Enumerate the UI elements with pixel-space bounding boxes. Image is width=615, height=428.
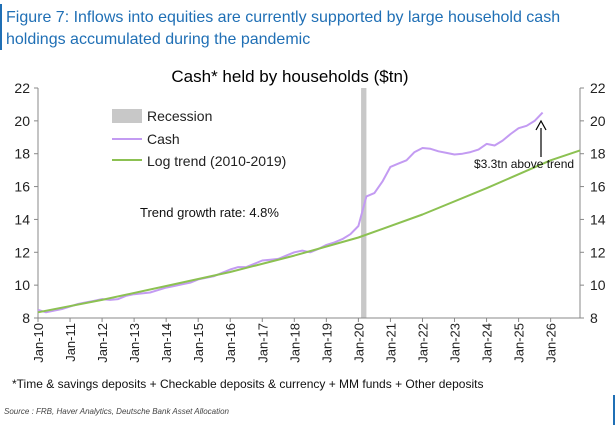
x-tick-label: Jan-10 <box>31 323 46 363</box>
x-tick-label: Jan-20 <box>351 323 366 363</box>
y-tick-label-left: 18 <box>14 146 30 162</box>
y-tick-label-right: 16 <box>590 179 606 195</box>
x-tick-label: Jan-21 <box>383 323 398 363</box>
y-tick-label-left: 16 <box>14 179 30 195</box>
x-tick-label: Jan-26 <box>544 323 559 363</box>
x-tick-label: Jan-11 <box>63 323 78 362</box>
y-tick-label-right: 10 <box>590 277 606 293</box>
y-tick-label-right: 20 <box>590 113 606 129</box>
y-tick-label-left: 8 <box>22 310 30 326</box>
chart-footnote: *Time & savings deposits + Checkable dep… <box>12 377 484 391</box>
x-tick-label: Jan-14 <box>159 323 174 363</box>
above-trend-arrowhead <box>535 119 547 131</box>
x-tick-label: Jan-25 <box>512 323 527 363</box>
y-tick-label-left: 14 <box>14 211 30 227</box>
trend-growth-annotation: Trend growth rate: 4.8% <box>140 205 279 220</box>
y-tick-label-left: 22 <box>14 80 30 96</box>
legend-recession-label: Recession <box>147 108 212 124</box>
legend-recession-swatch <box>112 109 142 123</box>
title-accent-rule <box>0 4 2 50</box>
y-tick-label-left: 12 <box>14 244 30 260</box>
cash-series-line <box>37 111 544 314</box>
chart-title: Cash* held by households ($tn) <box>171 67 408 86</box>
x-tick-label: Jan-24 <box>480 323 495 363</box>
figure-title: Figure 7: Inflows into equities are curr… <box>6 9 561 48</box>
x-tick-label: Jan-13 <box>127 323 142 363</box>
above-trend-annotation: $3.3tn above trend <box>474 157 574 171</box>
x-tick-label: Jan-12 <box>95 323 110 363</box>
source-accent-rule <box>613 395 615 425</box>
y-tick-label-right: 22 <box>590 80 606 96</box>
x-tick-label: Jan-18 <box>287 323 302 363</box>
x-tick-label: Jan-17 <box>255 323 270 363</box>
x-tick-label: Jan-23 <box>448 323 463 363</box>
legend-trend-label: Log trend (2010-2019) <box>147 153 286 169</box>
y-tick-label-right: 12 <box>590 244 606 260</box>
source-note: Source : FRB, Haver Analytics, Deutsche … <box>4 407 229 416</box>
trend-series-line <box>37 149 581 314</box>
y-tick-label-left: 10 <box>14 277 30 293</box>
x-tick-label: Jan-22 <box>415 323 430 363</box>
y-tick-label-left: 20 <box>14 113 30 129</box>
y-tick-label-right: 8 <box>590 310 598 326</box>
x-tick-label: Jan-19 <box>319 323 334 363</box>
x-tick-label: Jan-16 <box>223 323 238 363</box>
y-tick-label-right: 18 <box>590 146 606 162</box>
x-tick-label: Jan-15 <box>191 323 206 363</box>
legend-cash-label: Cash <box>147 131 180 147</box>
y-tick-label-right: 14 <box>590 211 606 227</box>
